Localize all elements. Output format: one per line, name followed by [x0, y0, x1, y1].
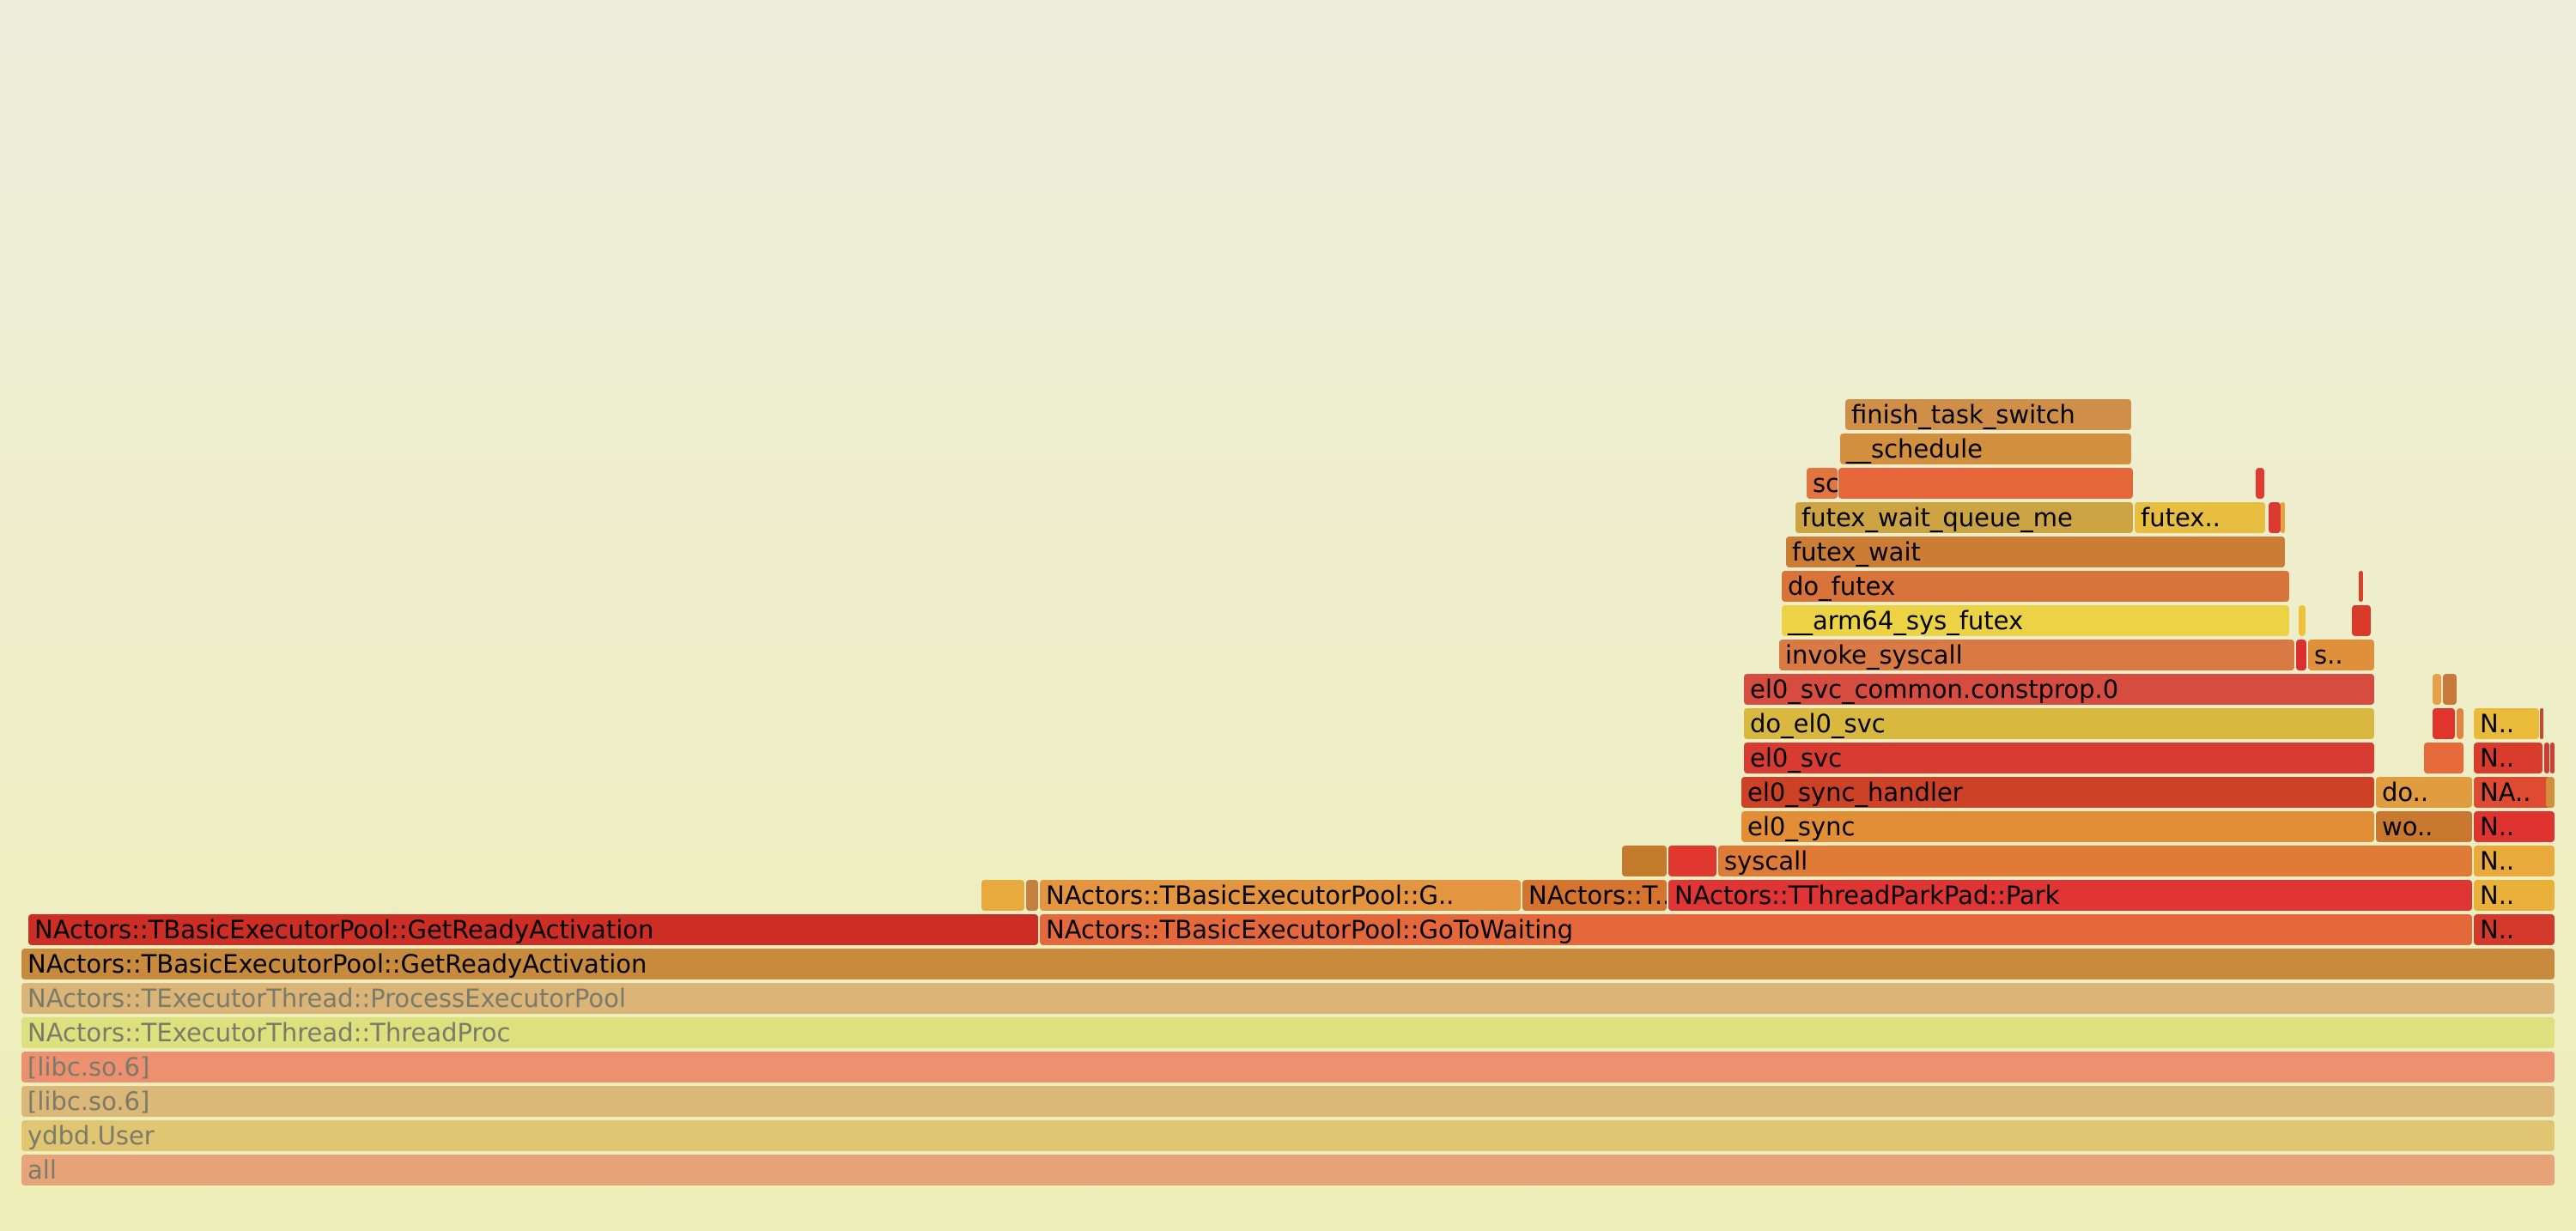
frame-do-el0-svc[interactable]: do_el0_svc [1744, 708, 2374, 739]
frame-ydbd-user[interactable]: ydbd.User [21, 1120, 2555, 1151]
frame-label: NActors::TExecutorThread::ProcessExecuto… [27, 984, 626, 1013]
frame-unlabeled[interactable] [2433, 708, 2455, 739]
frame-label: do.. [2382, 778, 2429, 807]
frame-label: NActors::TBasicExecutorPool::G.. [1046, 881, 1455, 910]
frame-label: s.. [2314, 640, 2343, 670]
frame-nactors-tthreadparkpad-park[interactable]: NActors::TThreadParkPad::Park [1668, 880, 2472, 911]
frame-label: syscall [1724, 846, 1808, 876]
frame-unlabeled[interactable] [2281, 502, 2285, 533]
frame-label: NActors::T.. [1528, 881, 1667, 910]
frame-label: N.. [2480, 812, 2515, 841]
frame-label: NA.. [2480, 778, 2531, 807]
frame-label: do_futex [1788, 572, 1896, 601]
frame-label: el0_sync [1747, 812, 1856, 841]
frame-unlabeled[interactable] [1668, 846, 1716, 876]
frame-all[interactable]: all [21, 1155, 2555, 1186]
frame-label: NActors::TBasicExecutorPool::GetReadyAct… [34, 915, 654, 944]
frame-invoke-syscall[interactable]: invoke_syscall [1779, 640, 2294, 670]
frame-label: N.. [2480, 743, 2515, 773]
frame-schedule[interactable]: schedule [1807, 468, 1838, 499]
frame-futex-wait-queue-me[interactable]: futex_wait_queue_me [1795, 502, 2133, 533]
frame-unlabeled[interactable] [2269, 502, 2281, 533]
frame-do-futex[interactable]: do_futex [1782, 571, 2289, 602]
frame-label: ydbd.User [27, 1121, 155, 1150]
frame-unlabeled[interactable] [2256, 468, 2264, 499]
frame-nactors-t[interactable]: NActors::T.. [1522, 880, 1667, 911]
frame-libc-so-6[interactable]: [libc.so.6] [21, 1052, 2555, 1082]
frame-na[interactable]: NA.. [2474, 777, 2555, 808]
frame-nactors-tbasicexecutorpool-gotowaiting[interactable]: NActors::TBasicExecutorPool::GoToWaiting [1040, 914, 2472, 945]
frame-arm64-sys-futex[interactable]: __arm64_sys_futex [1782, 605, 2289, 636]
frame-nactors-tbasicexecutorpool-g[interactable]: NActors::TBasicExecutorPool::G.. [1040, 880, 1521, 911]
frame-wo[interactable]: wo.. [2376, 811, 2472, 842]
frame-label: futex_wait [1792, 537, 1921, 567]
frame-label: el0_sync_handler [1747, 778, 1963, 807]
frame-nactors-tbasicexecutorpool-getreadyactivation[interactable]: NActors::TBasicExecutorPool::GetReadyAct… [28, 914, 1038, 945]
frame-nactors-texecutorthread-threadproc[interactable]: NActors::TExecutorThread::ThreadProc [21, 1017, 2555, 1048]
frame-unlabeled[interactable] [2296, 640, 2306, 670]
frame-unlabeled[interactable] [2546, 777, 2555, 808]
frame-libc-so-6[interactable]: [libc.so.6] [21, 1086, 2555, 1117]
frame-label: finish_task_switch [1851, 400, 2075, 429]
frame-label: NActors::TBasicExecutorPool::GetReadyAct… [27, 949, 647, 979]
frame-label: N.. [2480, 846, 2515, 876]
frame-label: NActors::TThreadParkPad::Park [1674, 881, 2060, 910]
frame-unlabeled[interactable] [981, 880, 1024, 911]
frame-unlabeled[interactable] [1838, 468, 2133, 499]
frame-label: schedule [1813, 469, 1838, 498]
frame-schedule[interactable]: __schedule [1840, 434, 2131, 464]
frame-el0-svc-common-constprop-0[interactable]: el0_svc_common.constprop.0 [1744, 674, 2374, 705]
frame-futex[interactable]: futex.. [2135, 502, 2265, 533]
frame-unlabeled[interactable] [1026, 880, 1038, 911]
frame-s[interactable]: s.. [2308, 640, 2374, 670]
frame-label: wo.. [2382, 812, 2433, 841]
frame-label: __schedule [1846, 434, 1983, 464]
frame-nactors-texecutorthread-processexecutorpool[interactable]: NActors::TExecutorThread::ProcessExecuto… [21, 983, 2555, 1014]
frame-n[interactable]: N.. [2474, 811, 2555, 842]
frame-label: [libc.so.6] [27, 1087, 150, 1116]
frame-label: N.. [2480, 881, 2515, 910]
frame-label: NActors::TExecutorThread::ThreadProc [27, 1018, 511, 1047]
frame-el0-svc[interactable]: el0_svc [1744, 743, 2374, 773]
frame-n[interactable]: N.. [2474, 914, 2555, 945]
frame-label: all [27, 1155, 57, 1185]
frame-unlabeled[interactable] [2299, 605, 2306, 636]
frame-unlabeled[interactable] [2359, 571, 2363, 602]
frame-label: invoke_syscall [1785, 640, 1963, 670]
frame-syscall[interactable]: syscall [1718, 846, 2472, 876]
frame-unlabeled[interactable] [2457, 708, 2464, 739]
frame-n[interactable]: N.. [2474, 880, 2555, 911]
frame-label: N.. [2480, 915, 2515, 944]
frame-el0-sync-handler[interactable]: el0_sync_handler [1741, 777, 2374, 808]
frame-label: futex.. [2141, 503, 2221, 532]
frame-label: N.. [2480, 709, 2515, 738]
frame-label: futex_wait_queue_me [1801, 503, 2073, 532]
frame-n[interactable]: N.. [2474, 708, 2539, 739]
frame-finish-task-switch[interactable]: finish_task_switch [1845, 399, 2131, 430]
frame-unlabeled[interactable] [2352, 605, 2371, 636]
frame-do[interactable]: do.. [2376, 777, 2472, 808]
frame-unlabeled[interactable] [2550, 743, 2555, 773]
frame-unlabeled[interactable] [2443, 674, 2457, 705]
frame-unlabeled[interactable] [2540, 708, 2543, 739]
frame-el0-sync[interactable]: el0_sync [1741, 811, 2374, 842]
frame-unlabeled[interactable] [2433, 674, 2441, 705]
frame-label: do_el0_svc [1750, 709, 1886, 738]
frame-n[interactable]: N.. [2474, 743, 2543, 773]
frame-label: [libc.so.6] [27, 1052, 150, 1082]
frame-label: el0_svc [1750, 743, 1843, 773]
frame-futex-wait[interactable]: futex_wait [1786, 537, 2285, 567]
frame-label: el0_svc_common.constprop.0 [1750, 675, 2119, 704]
frame-unlabeled[interactable] [1622, 846, 1667, 876]
frame-n[interactable]: N.. [2474, 846, 2555, 876]
frame-label: __arm64_sys_futex [1788, 606, 2024, 635]
frame-label: NActors::TBasicExecutorPool::GoToWaiting [1046, 915, 1574, 944]
frame-unlabeled[interactable] [2424, 743, 2464, 773]
frame-unlabeled[interactable] [2544, 743, 2549, 773]
frame-nactors-tbasicexecutorpool-getreadyactivation[interactable]: NActors::TBasicExecutorPool::GetReadyAct… [21, 949, 2555, 979]
